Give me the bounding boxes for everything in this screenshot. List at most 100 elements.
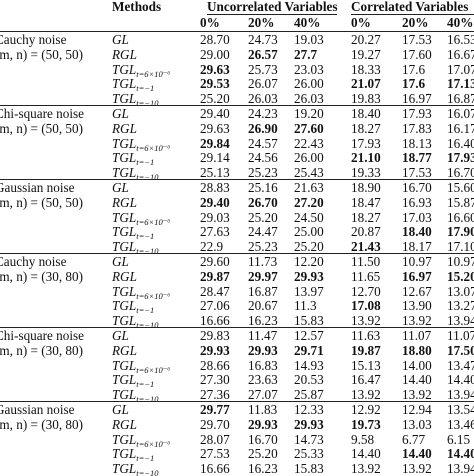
value-cell: 11.3 <box>294 298 317 314</box>
value-cell: 21.07 <box>351 76 381 92</box>
value-cell: 16.23 <box>248 313 278 329</box>
value-cell: 19.33 <box>351 165 381 181</box>
value-cell: 12.92 <box>351 402 381 417</box>
noise-type-label: Chi-square noise <box>0 328 84 343</box>
value-cell: 26.03 <box>294 91 324 107</box>
value-cell: 29.53 <box>200 76 230 92</box>
value-cell: 17.03 <box>402 209 432 225</box>
value-cell: 14.40 <box>351 446 381 462</box>
value-cell: 18.40 <box>402 224 432 240</box>
value-cell: 16.70 <box>402 180 432 195</box>
method-name: RGL <box>112 269 137 284</box>
noise-type-label: Cauchy noise <box>0 32 67 47</box>
matrix-dims-label: (m, n) = (30, 80) <box>0 342 84 358</box>
method-base: RGL <box>112 194 137 210</box>
method-base: TGL <box>112 209 137 225</box>
value-cell: 14.40 <box>447 372 474 388</box>
value-cell: 18.80 <box>402 342 432 358</box>
value-cell: 29.00 <box>200 46 230 62</box>
value-cell: 11.73 <box>248 254 278 269</box>
value-cell: 11.07 <box>402 328 432 343</box>
value-cell: 18.27 <box>351 120 381 136</box>
value-cell: 26.00 <box>294 150 324 166</box>
method-name: RGL <box>112 121 137 136</box>
method-name: TGLt=−1 <box>112 151 154 167</box>
method-base: TGL <box>112 224 137 240</box>
value-cell: 12.70 <box>351 283 381 299</box>
method-name: TGLt=−1 <box>112 447 154 463</box>
method-name: RGL <box>112 46 137 62</box>
method-subscript: t=6×10⁻⁶ <box>136 216 171 227</box>
value-cell: 12.33 <box>294 402 324 417</box>
value-cell: 27.30 <box>200 372 230 388</box>
value-cell: 18.13 <box>402 135 432 151</box>
value-cell: 13.92 <box>402 313 432 329</box>
value-cell: 16.53 <box>447 32 474 47</box>
method-name: TGLt=6×10⁻⁶ <box>112 209 171 227</box>
group-rule <box>0 179 474 180</box>
method-name: GL <box>112 107 129 121</box>
value-cell: 17.07 <box>447 61 474 77</box>
value-cell: 29.60 <box>200 254 230 269</box>
method-name: TGLt=−10 <box>112 91 159 108</box>
value-cell: 20.53 <box>294 372 324 388</box>
value-cell: 16.23 <box>248 461 278 476</box>
value-cell: 16.70 <box>248 431 278 447</box>
method-name: GL <box>112 329 129 343</box>
value-cell: 16.66 <box>200 461 230 476</box>
value-cell: 29.77 <box>200 402 230 417</box>
value-cell: 19.03 <box>294 32 324 47</box>
header-uncorrelated: Uncorrelated Variables <box>207 0 338 14</box>
method-name: TGLt=−1 <box>112 224 154 241</box>
group-rule <box>0 105 474 106</box>
method-name: RGL <box>112 343 137 358</box>
value-cell: 6.77 <box>402 431 426 447</box>
value-cell: 16.97 <box>402 268 432 284</box>
value-cell: 19.73 <box>351 416 381 432</box>
value-cell: 15.83 <box>294 313 324 329</box>
value-cell: 16.67 <box>447 46 474 62</box>
header-methods: Methods <box>112 0 162 14</box>
value-cell: 12.20 <box>294 254 324 269</box>
method-base: RGL <box>112 46 137 62</box>
method-subscript: t=−1 <box>136 379 155 390</box>
value-cell: 24.47 <box>248 224 278 240</box>
method-name: TGLt=−10 <box>112 388 159 404</box>
value-cell: 17.93 <box>447 150 474 166</box>
value-cell: 11.47 <box>248 328 278 343</box>
method-base: TGL <box>112 239 137 255</box>
value-cell: 17.53 <box>402 32 432 47</box>
value-cell: 19.27 <box>351 46 381 62</box>
value-cell: 25.13 <box>200 165 230 181</box>
value-cell: 22.43 <box>294 135 324 151</box>
value-cell: 29.70 <box>200 416 230 432</box>
header-pct-5: 20% <box>402 15 429 30</box>
value-cell: 26.70 <box>248 194 278 210</box>
value-cell: 22.9 <box>200 239 224 255</box>
value-cell: 29.93 <box>294 416 324 432</box>
method-base: TGL <box>112 461 137 476</box>
value-cell: 20.87 <box>351 224 381 240</box>
value-cell: 25.20 <box>248 209 278 225</box>
value-cell: 25.33 <box>294 446 324 462</box>
value-cell: 20.27 <box>351 32 381 47</box>
value-cell: 24.57 <box>248 135 278 151</box>
header-rule <box>0 31 474 32</box>
value-cell: 19.20 <box>294 106 324 121</box>
method-base: TGL <box>112 298 137 314</box>
method-base: GL <box>112 106 129 121</box>
method-base: TGL <box>112 91 137 107</box>
method-base: TGL <box>112 372 137 388</box>
value-cell: 26.57 <box>248 46 278 62</box>
method-name: TGLt=−10 <box>112 313 159 330</box>
value-cell: 18.47 <box>351 194 381 210</box>
method-base: GL <box>112 254 129 269</box>
method-base: GL <box>112 32 129 47</box>
method-subscript: t=6×10⁻⁶ <box>136 438 171 449</box>
method-name: TGLt=6×10⁻⁶ <box>112 136 170 152</box>
method-base: TGL <box>112 313 137 329</box>
value-cell: 28.70 <box>200 32 230 47</box>
value-cell: 20.67 <box>248 298 278 314</box>
value-cell: 13.92 <box>351 313 381 329</box>
value-cell: 17.10 <box>447 239 474 255</box>
